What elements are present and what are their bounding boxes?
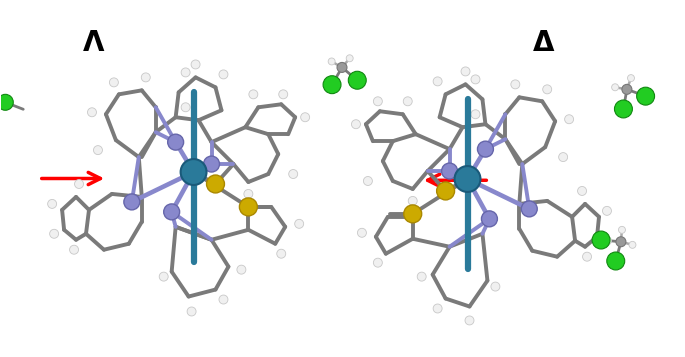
Circle shape: [403, 97, 412, 106]
Circle shape: [181, 68, 190, 77]
Circle shape: [164, 204, 179, 220]
Circle shape: [323, 76, 341, 94]
Circle shape: [614, 100, 632, 118]
Circle shape: [491, 282, 500, 291]
Circle shape: [358, 228, 366, 237]
Circle shape: [622, 84, 632, 94]
Circle shape: [351, 120, 360, 129]
Circle shape: [511, 80, 520, 89]
Circle shape: [219, 70, 228, 79]
Circle shape: [433, 77, 442, 86]
Circle shape: [181, 103, 190, 112]
Circle shape: [592, 231, 610, 249]
Circle shape: [295, 219, 303, 228]
Circle shape: [373, 97, 382, 106]
Circle shape: [482, 211, 497, 227]
Circle shape: [219, 295, 228, 304]
Circle shape: [559, 152, 568, 162]
Circle shape: [337, 62, 347, 72]
Circle shape: [237, 265, 246, 274]
Circle shape: [88, 108, 97, 117]
Circle shape: [348, 71, 366, 89]
Circle shape: [244, 190, 253, 198]
Circle shape: [191, 60, 200, 69]
Circle shape: [607, 252, 625, 270]
Circle shape: [619, 226, 625, 233]
Circle shape: [159, 272, 169, 281]
Circle shape: [288, 170, 298, 178]
Circle shape: [521, 201, 537, 217]
Circle shape: [636, 87, 655, 105]
Circle shape: [455, 166, 480, 192]
Circle shape: [442, 163, 458, 179]
Circle shape: [168, 134, 184, 150]
Circle shape: [433, 304, 442, 313]
Circle shape: [249, 90, 258, 99]
Circle shape: [408, 196, 417, 205]
Circle shape: [417, 272, 426, 281]
Circle shape: [301, 113, 310, 122]
Circle shape: [403, 205, 422, 223]
Circle shape: [48, 200, 57, 208]
Circle shape: [577, 186, 586, 195]
Circle shape: [582, 252, 592, 261]
Circle shape: [279, 90, 288, 99]
Circle shape: [436, 182, 455, 200]
Circle shape: [471, 75, 480, 84]
Circle shape: [364, 176, 373, 186]
Circle shape: [187, 307, 196, 316]
Circle shape: [612, 84, 619, 91]
Circle shape: [207, 175, 225, 193]
Circle shape: [49, 229, 59, 238]
Circle shape: [110, 78, 119, 87]
Circle shape: [564, 115, 573, 124]
Circle shape: [124, 194, 140, 210]
Circle shape: [277, 249, 286, 258]
Circle shape: [477, 141, 493, 157]
Circle shape: [203, 156, 219, 172]
Circle shape: [141, 73, 150, 82]
Circle shape: [471, 110, 480, 119]
Circle shape: [543, 85, 551, 94]
Circle shape: [181, 159, 207, 185]
Circle shape: [603, 236, 612, 245]
Circle shape: [346, 55, 353, 62]
Circle shape: [627, 75, 634, 82]
Circle shape: [465, 316, 474, 325]
Circle shape: [629, 241, 636, 248]
Circle shape: [0, 94, 13, 110]
Circle shape: [239, 198, 258, 216]
Text: Δ: Δ: [533, 29, 555, 57]
Circle shape: [93, 146, 103, 155]
Text: Λ: Λ: [83, 29, 104, 57]
Circle shape: [461, 67, 470, 76]
Circle shape: [75, 180, 84, 188]
Circle shape: [603, 206, 612, 215]
Circle shape: [328, 58, 335, 65]
Circle shape: [373, 258, 382, 267]
Circle shape: [70, 245, 79, 254]
Circle shape: [616, 237, 626, 247]
